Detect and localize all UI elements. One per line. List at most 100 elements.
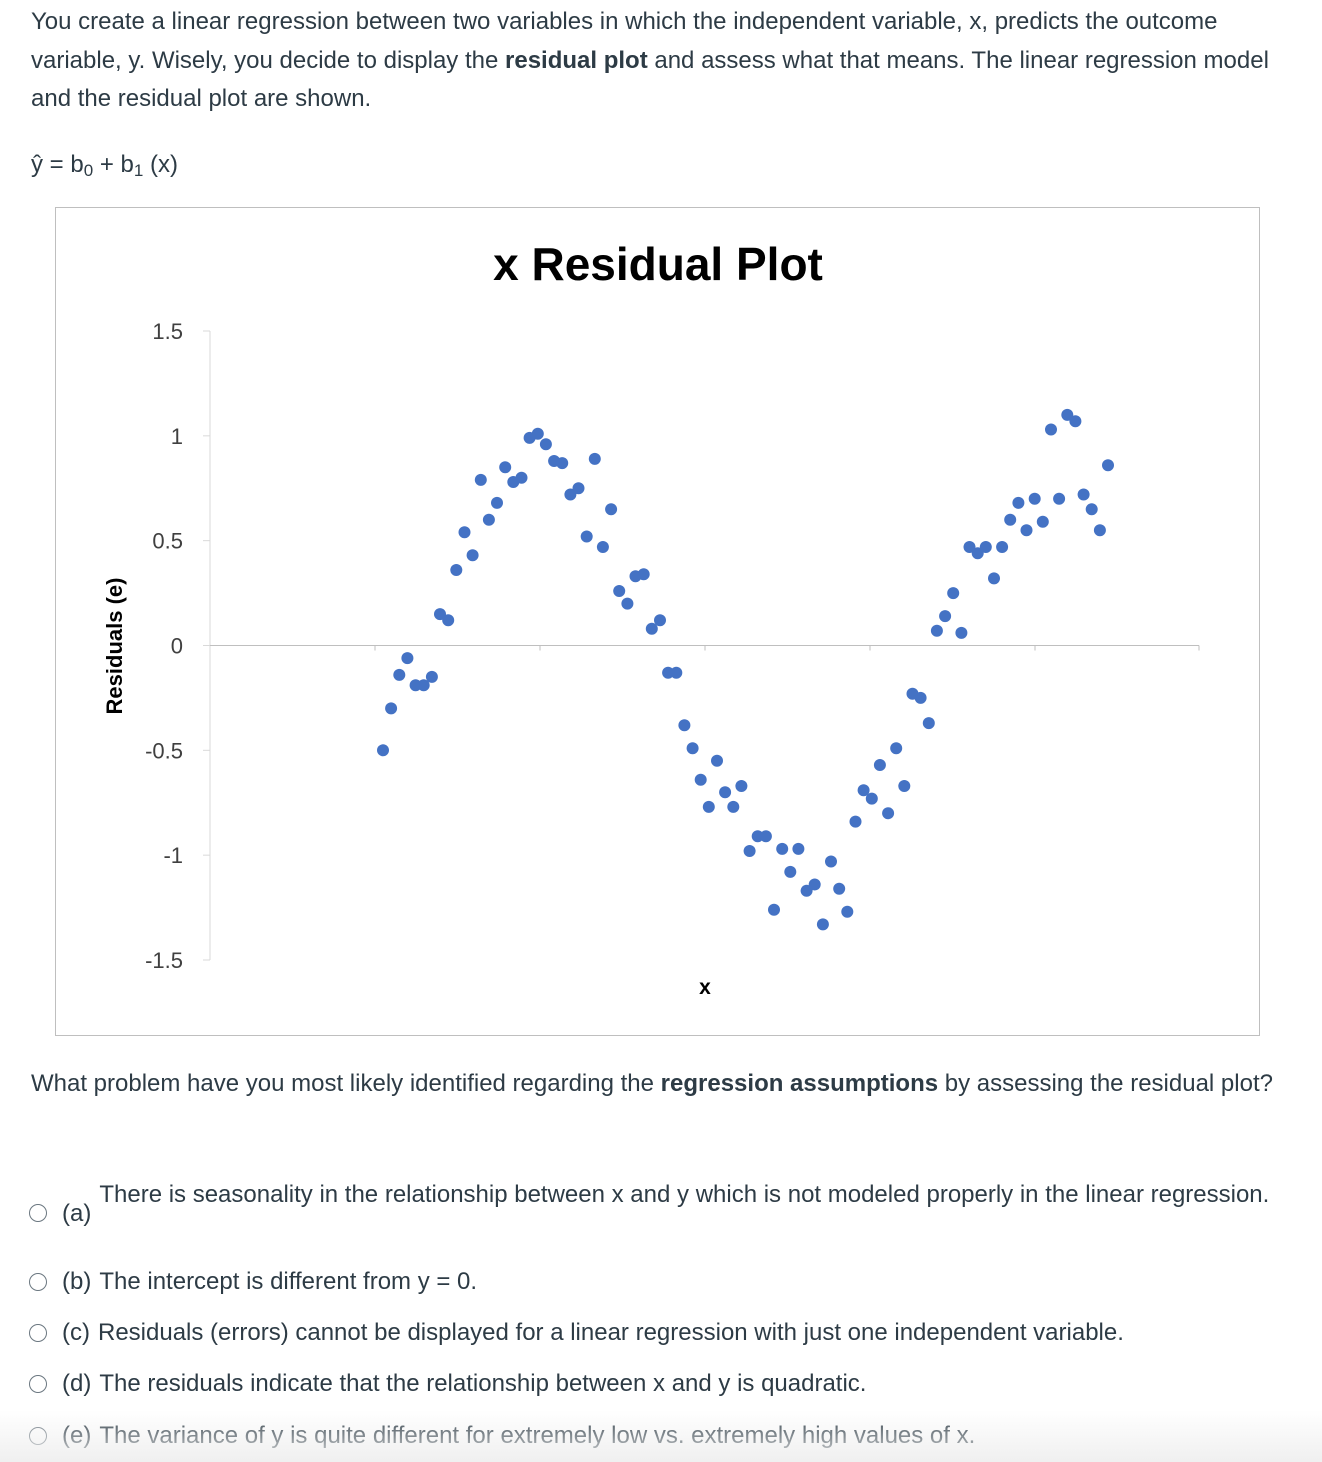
data-point <box>401 652 414 665</box>
data-point <box>816 918 829 931</box>
regression-equation: ŷ = b0 + b1 (x) <box>31 146 178 184</box>
data-point <box>670 666 683 679</box>
y-tick-label: -0.5 <box>145 738 183 763</box>
option-a-text: There is seasonality in the relationship… <box>99 1181 1270 1208</box>
option-d-letter: (d) <box>62 1370 92 1397</box>
data-point <box>955 626 968 639</box>
data-point <box>654 614 666 627</box>
data-point <box>1012 496 1025 509</box>
option-b-letter: (b) <box>62 1268 92 1295</box>
intro-bold-residual-plot: residual plot <box>505 46 648 74</box>
data-point <box>662 666 675 679</box>
data-point <box>417 679 430 692</box>
data-point <box>466 549 479 562</box>
data-point <box>580 530 593 543</box>
y-tick-label: 1 <box>171 424 183 449</box>
data-point <box>1093 524 1106 537</box>
equation-sub1: 1 <box>133 161 144 180</box>
data-point <box>996 541 1009 553</box>
radio-b[interactable] <box>29 1273 47 1291</box>
data-point <box>792 842 805 855</box>
option-d[interactable]: (d) The residuals indicate that the rela… <box>29 1365 1279 1403</box>
option-e-letter: (e) <box>62 1422 92 1449</box>
data-point <box>1069 415 1082 428</box>
data-point <box>865 792 878 805</box>
data-point <box>882 807 895 820</box>
data-point <box>735 780 748 792</box>
data-point <box>759 830 772 843</box>
data-point <box>1085 503 1098 516</box>
data-point <box>442 614 455 627</box>
equation-sub0: 0 <box>83 161 94 180</box>
data-point <box>515 471 528 484</box>
data-point <box>482 513 495 526</box>
data-point <box>947 587 960 600</box>
data-point <box>825 855 837 868</box>
y-tick-label: 0 <box>171 634 183 659</box>
data-point <box>1045 423 1057 436</box>
data-point <box>474 473 487 486</box>
radio-d[interactable] <box>29 1375 47 1393</box>
data-point <box>1077 488 1090 501</box>
radio-e[interactable] <box>29 1427 47 1445</box>
data-point <box>800 884 813 897</box>
data-point <box>922 717 935 730</box>
data-point <box>458 526 471 539</box>
data-point <box>857 784 870 797</box>
data-point <box>621 597 634 610</box>
option-e-text: The variance of y is quite different for… <box>99 1422 976 1449</box>
x-axis-label: x <box>699 976 711 999</box>
data-point <box>751 830 764 843</box>
prompt-bold: regression assumptions <box>660 1070 939 1097</box>
data-point <box>645 622 658 635</box>
y-tick-labels: 1.5 1 0.5 0 -0.5 -1 -1.5 <box>145 319 210 973</box>
data-point <box>849 815 862 828</box>
option-b[interactable]: (b) The intercept is different from y = … <box>29 1263 1279 1301</box>
data-point <box>979 541 992 553</box>
data-point <box>564 488 577 501</box>
question-prompt: What problem have you most likely identi… <box>31 1065 1281 1104</box>
data-point <box>694 773 707 786</box>
equation-equals: = <box>43 151 71 178</box>
data-point <box>808 878 821 891</box>
data-point <box>678 719 691 732</box>
radio-c[interactable] <box>29 1324 47 1342</box>
option-c-letter: (c) <box>62 1319 90 1346</box>
data-point <box>711 754 723 767</box>
y-tick-label: 1.5 <box>152 319 183 344</box>
data-point <box>377 744 389 757</box>
data-point <box>556 457 569 470</box>
option-b-text: The intercept is different from y = 0. <box>99 1268 478 1295</box>
data-point <box>930 624 943 637</box>
data-point <box>1020 524 1033 537</box>
equation-yhat: ŷ <box>31 151 43 178</box>
data-point <box>939 610 952 623</box>
data-point <box>434 608 446 621</box>
data-point <box>719 786 732 799</box>
data-point <box>613 585 626 597</box>
radio-a[interactable] <box>29 1204 47 1222</box>
data-point <box>385 702 398 715</box>
data-point <box>1102 459 1114 472</box>
data-point <box>702 800 715 813</box>
data-point <box>768 903 780 916</box>
data-point <box>784 865 797 878</box>
equation-b1: b <box>120 151 134 178</box>
data-point <box>841 905 854 918</box>
data-point <box>890 742 903 755</box>
y-axis-label: Residuals (e) <box>102 578 127 715</box>
option-a[interactable]: (a) There is seasonality in the relation… <box>29 1176 1279 1233</box>
data-point <box>393 668 406 681</box>
data-point <box>605 503 618 516</box>
option-c[interactable]: (c) Residuals (errors) cannot be display… <box>29 1314 1279 1352</box>
option-d-text: The residuals indicate that the relation… <box>99 1370 867 1397</box>
data-point <box>873 759 886 771</box>
data-point <box>971 547 984 560</box>
data-point <box>491 496 503 509</box>
residual-plot-chart: x Residual Plot x Residuals (e) 1.5 1 0.5 0… <box>55 207 1260 1036</box>
data-point <box>1036 515 1049 528</box>
option-e[interactable]: (e) The variance of y is quite different… <box>29 1417 1279 1455</box>
equation-plus: + <box>93 151 121 178</box>
data-point <box>637 568 650 581</box>
intro-text-2: and assess what that means. The linear r… <box>31 46 1269 113</box>
